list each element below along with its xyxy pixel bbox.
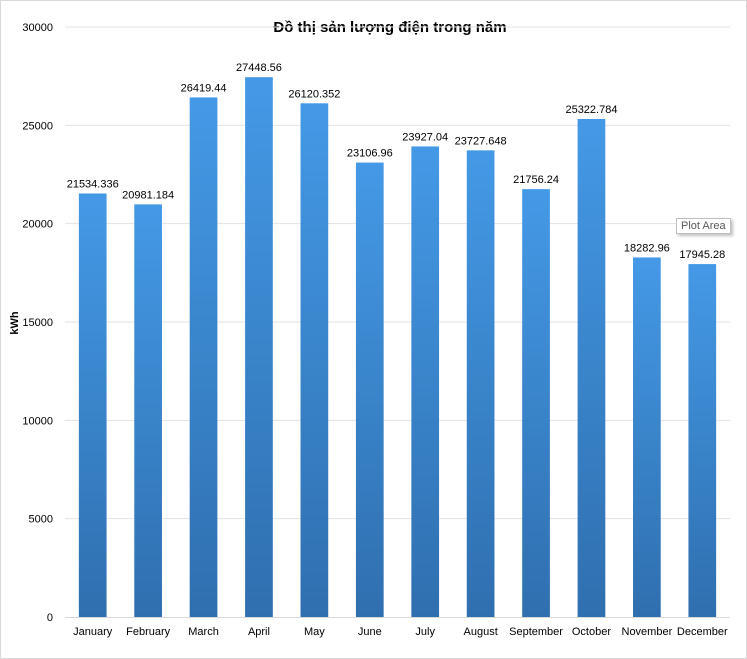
data-label-august: 23727.648 — [455, 135, 507, 147]
data-label-july: 23927.04 — [402, 131, 448, 143]
x-tick-label-september: September — [509, 626, 563, 638]
x-tick-label-june: June — [358, 626, 382, 638]
x-tick-label-march: March — [188, 626, 219, 638]
data-label-january: 21534.336 — [67, 178, 119, 190]
x-tick-label-may: May — [304, 626, 325, 638]
x-tick-label-december: December — [677, 626, 728, 638]
x-tick-label-november: November — [622, 626, 673, 638]
data-label-november: 18282.96 — [624, 242, 670, 254]
data-label-december: 17945.28 — [679, 249, 725, 261]
data-label-september: 21756.24 — [513, 174, 559, 186]
bar-may[interactable] — [300, 103, 329, 617]
x-tick-label-february: February — [126, 626, 171, 638]
bar-april[interactable] — [245, 77, 273, 617]
plot-area-tooltip: Plot Area — [676, 218, 731, 234]
x-tick-label-august: August — [464, 626, 498, 638]
y-tick-label: 0 — [47, 612, 53, 624]
data-label-april: 27448.56 — [236, 62, 282, 74]
bar-august[interactable] — [466, 150, 495, 617]
bar-june[interactable] — [355, 162, 384, 618]
data-label-june: 23106.96 — [347, 148, 393, 160]
data-label-february: 20981.184 — [122, 189, 174, 201]
x-axis: January February March April May June July Augu… — [73, 626, 728, 638]
y-tick-label: 25000 — [22, 120, 53, 132]
y-axis-title: kWh — [9, 311, 21, 335]
x-tick-label-october: October — [572, 626, 611, 638]
y-tick-label: 30000 — [22, 22, 53, 34]
bar-march[interactable] — [189, 97, 218, 618]
y-axis: 0 5000 10000 15000 20000 25000 30000 — [22, 22, 53, 624]
x-tick-label-april: April — [248, 626, 270, 638]
gridlines — [65, 26, 730, 520]
y-tick-label: 15000 — [22, 317, 53, 329]
y-tick-label: 20000 — [22, 219, 53, 231]
data-label-may: 26120.352 — [288, 88, 340, 100]
data-label-march: 26419.44 — [181, 82, 227, 94]
data-label-october: 25322.784 — [565, 104, 617, 116]
bar-october[interactable] — [577, 118, 606, 618]
bar-december[interactable] — [688, 264, 717, 617]
bar-january[interactable] — [78, 193, 107, 617]
y-tick-label: 10000 — [22, 415, 53, 427]
y-tick-label: 5000 — [29, 514, 53, 526]
bar-february[interactable] — [134, 204, 162, 617]
x-tick-label-january: January — [73, 626, 113, 638]
bar-july[interactable] — [411, 146, 440, 617]
bar-september[interactable] — [522, 189, 550, 618]
bar-november[interactable] — [633, 257, 661, 617]
x-tick-label-july: July — [415, 626, 435, 638]
